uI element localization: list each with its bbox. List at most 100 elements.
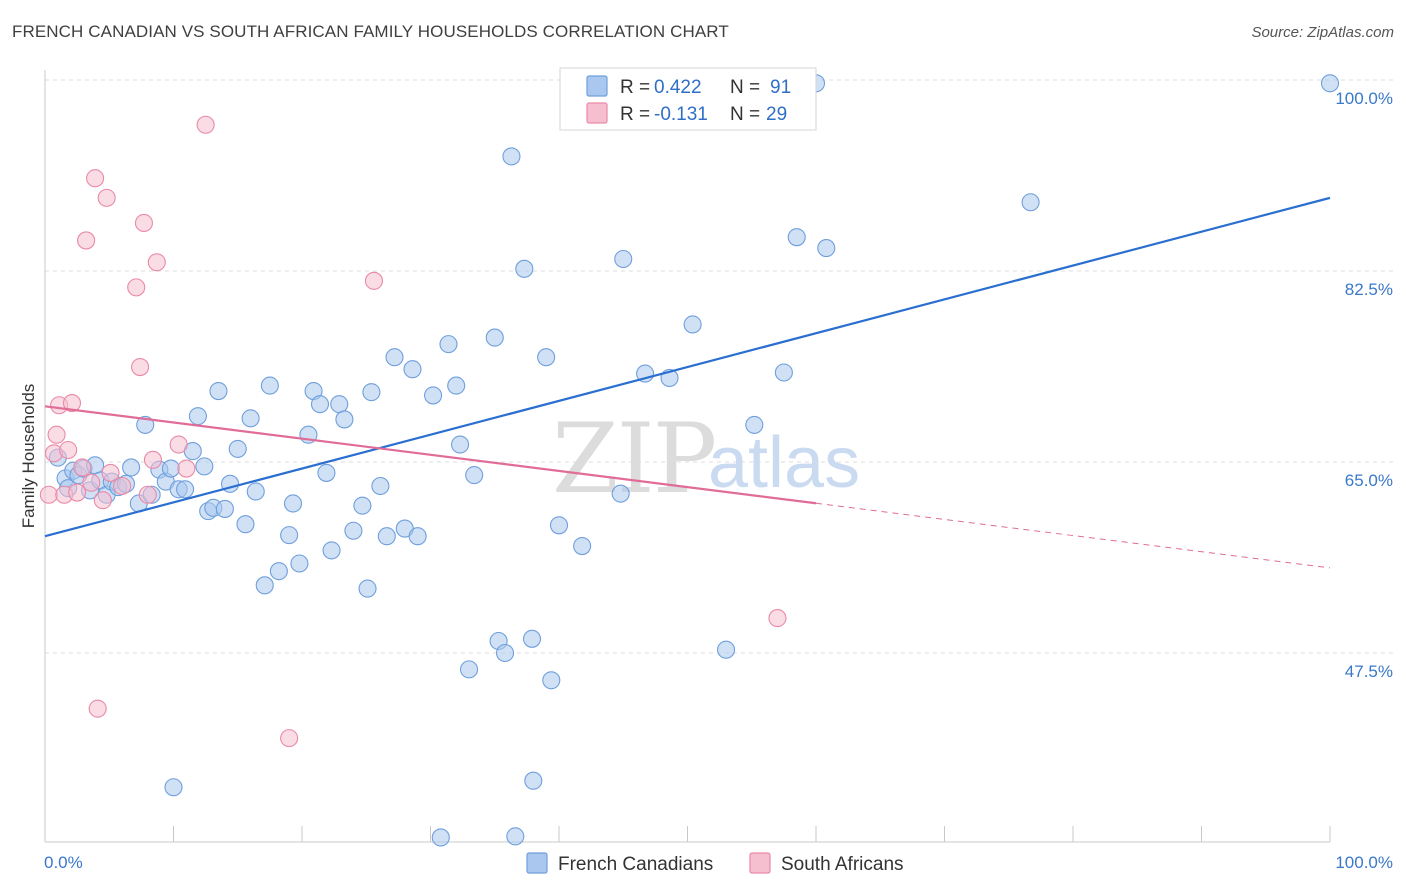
point-french-canadians-59 bbox=[447, 376, 466, 395]
point-south-africans-14 bbox=[97, 188, 116, 207]
point-south-africans-11 bbox=[86, 169, 105, 188]
point-french-canadians-69 bbox=[522, 629, 542, 648]
point-south-africans-0 bbox=[39, 485, 58, 504]
point-south-africans-21 bbox=[147, 253, 166, 272]
point-south-africans-13 bbox=[93, 491, 112, 510]
point-south-africans-22 bbox=[169, 435, 188, 454]
legend-n-label-1: N = bbox=[730, 77, 760, 98]
point-french-canadians-47 bbox=[344, 521, 363, 540]
point-french-canadians-44 bbox=[322, 541, 341, 560]
y-tick-label-2: 82.5% bbox=[1345, 280, 1393, 299]
point-french-canadians-30 bbox=[228, 439, 247, 458]
point-french-canadians-55 bbox=[403, 360, 422, 379]
point-french-canadians-52 bbox=[377, 527, 396, 546]
point-french-canadians-67 bbox=[506, 827, 525, 846]
point-french-canadians-43 bbox=[317, 463, 336, 482]
point-french-canadians-37 bbox=[280, 526, 299, 545]
y-tick-label-3: 100.0% bbox=[1335, 89, 1393, 108]
point-french-canadians-89 bbox=[431, 828, 450, 847]
y-tick-label-1: 65.0% bbox=[1345, 471, 1393, 490]
source-credit: Source: ZipAtlas.com bbox=[1251, 24, 1394, 41]
point-french-canadians-24 bbox=[195, 457, 214, 476]
legend-swatch-south-africans bbox=[586, 102, 608, 124]
south-africans-points bbox=[39, 115, 787, 748]
x-tick-label-min: 0.0% bbox=[44, 853, 83, 872]
point-french-canadians-75 bbox=[614, 249, 633, 269]
legend-r-value-1: 0.422 bbox=[654, 77, 702, 98]
point-french-canadians-21 bbox=[176, 480, 195, 499]
point-south-africans-28 bbox=[113, 476, 132, 496]
point-french-canadians-19 bbox=[161, 459, 180, 478]
trend-line-south-africans bbox=[44, 405, 817, 505]
point-south-africans-9 bbox=[77, 231, 96, 250]
point-south-africans-12 bbox=[88, 699, 107, 718]
x-axis-ticks bbox=[44, 826, 1331, 842]
legend-r-value-2: -0.131 bbox=[654, 104, 708, 125]
point-south-africans-17 bbox=[131, 357, 150, 377]
point-french-canadians-42 bbox=[310, 395, 330, 414]
legend-r-label-1: R = bbox=[620, 77, 650, 98]
y-tick-labels: 47.5% 65.0% 82.5% 100.0% bbox=[1335, 89, 1393, 681]
point-south-africans-25 bbox=[280, 729, 299, 748]
point-french-canadians-82 bbox=[774, 363, 793, 382]
point-french-canadians-15 bbox=[136, 415, 155, 434]
trend-line-south-africans-extension bbox=[815, 502, 1331, 569]
point-south-africans-20 bbox=[143, 450, 162, 469]
point-french-canadians-50 bbox=[362, 383, 381, 402]
point-french-canadians-88 bbox=[164, 778, 183, 797]
point-french-canadians-81 bbox=[745, 415, 764, 434]
point-french-canadians-72 bbox=[549, 516, 569, 535]
point-french-canadians-90 bbox=[524, 771, 543, 790]
point-french-canadians-61 bbox=[459, 660, 479, 679]
point-south-africans-26 bbox=[364, 271, 384, 290]
point-south-africans-15 bbox=[101, 463, 120, 482]
point-french-canadians-31 bbox=[236, 515, 255, 534]
point-south-africans-16 bbox=[127, 278, 146, 297]
bottom-legend: French Canadians South Africans bbox=[526, 852, 904, 875]
point-french-canadians-57 bbox=[424, 386, 443, 405]
point-french-canadians-65 bbox=[495, 643, 515, 663]
point-french-canadians-71 bbox=[542, 671, 561, 690]
point-south-africans-10 bbox=[82, 473, 101, 492]
point-south-africans-18 bbox=[134, 213, 153, 233]
point-french-canadians-38 bbox=[283, 494, 303, 513]
trend-lines bbox=[44, 196, 1331, 569]
grid-lines bbox=[45, 79, 1395, 654]
point-french-canadians-68 bbox=[515, 259, 534, 278]
point-french-canadians-74 bbox=[611, 484, 630, 503]
point-french-canadians-62 bbox=[465, 466, 484, 485]
point-french-canadians-66 bbox=[502, 147, 521, 166]
point-south-africans-8 bbox=[73, 458, 92, 477]
point-french-canadians-63 bbox=[485, 328, 504, 347]
point-french-canadians-48 bbox=[353, 496, 372, 515]
point-french-canadians-51 bbox=[371, 476, 390, 496]
bottom-legend-swatch-south-africans bbox=[749, 852, 771, 874]
point-french-canadians-39 bbox=[290, 554, 309, 573]
point-south-africans-6 bbox=[62, 394, 82, 413]
point-french-canadians-36 bbox=[269, 562, 288, 581]
point-south-africans-7 bbox=[68, 483, 87, 502]
legend-n-value-1: 91 bbox=[770, 77, 791, 98]
point-french-canadians-85 bbox=[817, 239, 836, 258]
point-french-canadians-23 bbox=[188, 407, 207, 426]
point-french-canadians-53 bbox=[385, 348, 404, 367]
bottom-legend-swatch-french-canadians bbox=[526, 852, 548, 874]
watermark-atlas: atlas bbox=[708, 423, 860, 503]
point-french-canadians-83 bbox=[787, 228, 806, 247]
point-south-africans-24 bbox=[196, 115, 215, 134]
legend: R = 0.422 N = 91 R = -0.131 N = 29 bbox=[559, 67, 817, 131]
bottom-legend-label-south-africans: South Africans bbox=[781, 854, 904, 875]
point-french-canadians-45 bbox=[330, 395, 349, 414]
chart-title: FRENCH CANADIAN VS SOUTH AFRICAN FAMILY … bbox=[12, 22, 729, 41]
point-french-canadians-70 bbox=[537, 348, 556, 367]
legend-swatch-french-canadians bbox=[586, 75, 608, 97]
point-french-canadians-27 bbox=[209, 382, 228, 401]
point-french-canadians-56 bbox=[408, 527, 427, 546]
legend-n-label-2: N = bbox=[730, 104, 760, 125]
point-south-africans-19 bbox=[138, 485, 157, 504]
y-tick-label-0: 47.5% bbox=[1345, 662, 1393, 681]
legend-r-label-2: R = bbox=[620, 104, 650, 125]
y-axis-title: Family Households bbox=[19, 384, 38, 529]
point-french-canadians-49 bbox=[358, 579, 377, 598]
